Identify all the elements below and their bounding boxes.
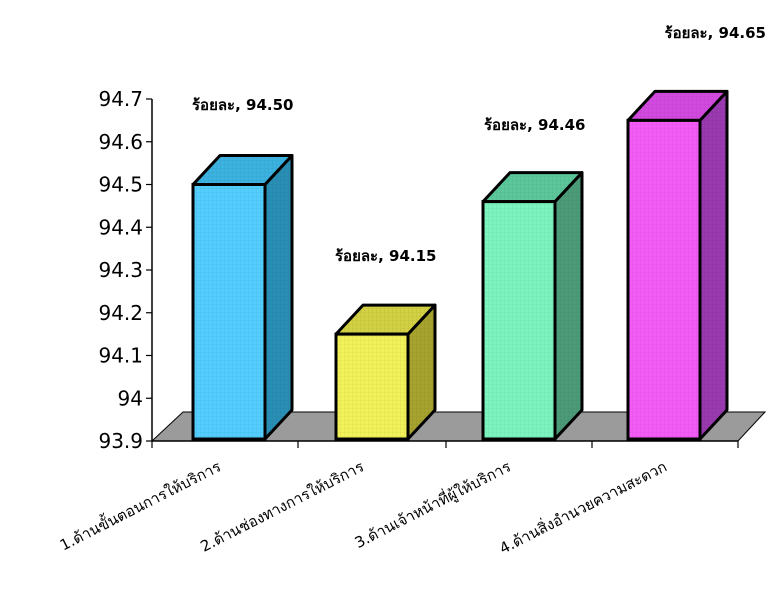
data-labels: ร้อยละ, 94.50 ร้อยละ, 94.15 ร้อยละ, 94.46 ร… [192, 24, 766, 265]
bar [626, 89, 729, 441]
y-tick-label: 94.6 [98, 130, 143, 154]
bar-side-texture [700, 91, 727, 439]
bars [191, 89, 729, 441]
y-tick-label: 94.1 [98, 344, 143, 368]
y-tick-label: 94.5 [98, 173, 143, 197]
data-label: ร้อยละ, 94.50 [192, 96, 293, 114]
bar [481, 171, 584, 441]
y-tick-label: 93.9 [98, 429, 143, 453]
bar-side-texture [265, 155, 292, 439]
data-label: ร้อยละ, 94.46 [484, 116, 585, 134]
y-axis: 93.9 94 94.1 94.2 94.3 94.4 94.5 94.6 94.7 [98, 87, 739, 453]
category-label: 3.ด้านเจ้าหน้าที่ผู้ให้บริการ [351, 456, 514, 552]
bar-side-texture [555, 172, 582, 439]
y-tick-label: 94.2 [98, 301, 143, 325]
bar-front-texture [628, 120, 700, 439]
bar-front-texture [483, 201, 555, 439]
y-tick-label: 94.7 [98, 87, 143, 111]
bar [334, 303, 437, 441]
bar-top-texture [483, 172, 582, 202]
category-label: 4.ด้านสิ่งอำนวยความสะดวก [496, 456, 670, 558]
bar-top-texture [336, 305, 435, 335]
data-label: ร้อยละ, 94.15 [335, 247, 436, 265]
bar-front-texture [336, 334, 408, 439]
x-axis-labels: 1.ด้านขั้นตอนการให้บริการ2.ด้านช่องทางกา… [56, 456, 670, 558]
bar-front-texture [193, 184, 265, 439]
bar-top-texture [628, 91, 727, 121]
data-label: ร้อยละ, 94.65 [665, 24, 766, 42]
bar [191, 154, 294, 441]
bar-side-texture [408, 305, 435, 439]
y-tick-label: 94.4 [98, 215, 143, 239]
bar-top-texture [193, 155, 292, 185]
y-tick-label: 94 [118, 386, 143, 410]
y-tick-label: 94.3 [98, 258, 143, 282]
